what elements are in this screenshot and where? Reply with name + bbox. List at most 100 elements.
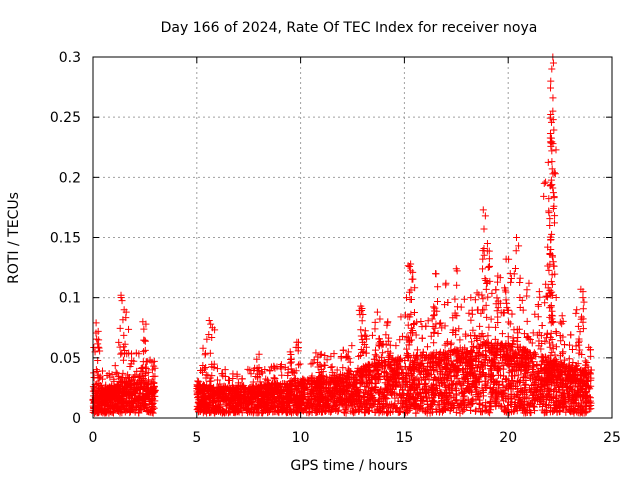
data-point <box>362 362 370 370</box>
data-point <box>403 345 411 353</box>
data-point <box>220 408 228 416</box>
data-point <box>332 372 340 380</box>
data-point <box>560 396 568 404</box>
data-point <box>94 399 102 407</box>
data-point <box>443 374 451 382</box>
data-point <box>395 408 403 416</box>
data-point <box>231 407 239 415</box>
data-point <box>294 407 302 415</box>
data-point <box>104 386 112 394</box>
data-point <box>141 346 149 354</box>
data-point <box>543 359 551 367</box>
data-point <box>486 397 494 405</box>
data-point <box>124 371 132 379</box>
data-point <box>279 399 287 407</box>
data-point <box>103 372 111 380</box>
data-point <box>93 367 101 375</box>
data-point <box>224 377 232 385</box>
data-point <box>533 362 541 370</box>
data-point <box>108 371 116 379</box>
data-point <box>409 363 417 371</box>
data-point <box>527 399 535 407</box>
data-point <box>395 375 403 383</box>
data-point <box>121 340 129 348</box>
data-point <box>388 377 396 385</box>
data-point <box>296 360 304 368</box>
data-point <box>125 392 133 400</box>
data-point <box>430 357 438 365</box>
data-point <box>92 395 100 403</box>
data-point <box>522 380 530 388</box>
data-point <box>138 364 146 372</box>
data-point <box>538 374 546 382</box>
data-point <box>90 373 98 381</box>
data-point <box>447 341 455 349</box>
data-point <box>271 375 279 383</box>
data-point <box>213 365 221 373</box>
data-point <box>573 387 581 395</box>
data-point <box>265 380 273 388</box>
data-point <box>292 343 300 351</box>
data-point <box>456 379 464 387</box>
data-point <box>274 402 282 410</box>
data-point <box>392 403 400 411</box>
data-point <box>339 399 347 407</box>
data-point <box>443 364 451 372</box>
data-point <box>145 379 153 387</box>
data-point <box>313 402 321 410</box>
data-point <box>448 361 456 369</box>
data-point <box>310 400 318 408</box>
data-point <box>453 303 461 311</box>
data-point <box>405 352 413 360</box>
data-point <box>254 401 262 409</box>
data-point <box>318 390 326 398</box>
data-point <box>493 294 501 302</box>
data-point <box>120 385 128 393</box>
data-point <box>271 380 279 388</box>
data-point <box>94 340 102 348</box>
data-point <box>338 396 346 404</box>
data-point <box>376 400 384 408</box>
data-point <box>389 355 397 363</box>
data-point <box>555 383 563 391</box>
data-point <box>552 343 560 351</box>
data-point <box>447 346 455 354</box>
data-point <box>431 307 439 315</box>
data-point <box>408 381 416 389</box>
data-point <box>207 320 215 328</box>
data-point <box>128 391 136 399</box>
data-point <box>355 407 363 415</box>
data-point <box>351 408 359 416</box>
data-point <box>317 362 325 370</box>
data-point <box>93 380 101 388</box>
data-point <box>370 400 378 408</box>
data-point <box>453 281 461 289</box>
data-point <box>303 403 311 411</box>
data-point <box>211 326 219 334</box>
data-point <box>294 379 302 387</box>
data-point <box>344 365 352 373</box>
data-point <box>388 388 396 396</box>
data-point <box>208 360 216 368</box>
data-point <box>424 317 432 325</box>
data-point <box>404 321 412 329</box>
data-point <box>479 369 487 377</box>
data-point <box>115 338 123 346</box>
data-point <box>433 384 441 392</box>
data-point <box>200 394 208 402</box>
data-point <box>351 400 359 408</box>
data-point <box>135 406 143 414</box>
data-point <box>254 409 262 417</box>
data-point <box>532 387 540 395</box>
data-point <box>287 380 295 388</box>
data-point <box>349 409 357 417</box>
data-point <box>117 350 125 358</box>
data-point <box>556 403 564 411</box>
data-point <box>361 327 369 335</box>
data-point <box>434 330 442 338</box>
data-point <box>239 394 247 402</box>
data-point <box>313 392 321 400</box>
data-point <box>442 365 450 373</box>
data-point <box>440 354 448 362</box>
data-point <box>307 385 315 393</box>
